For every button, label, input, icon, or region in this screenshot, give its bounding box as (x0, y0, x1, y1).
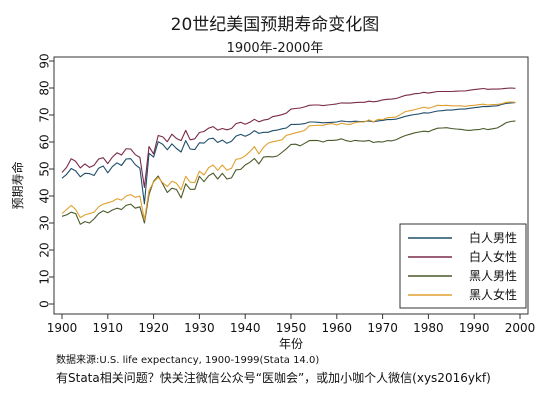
y-tick-label: 80 (38, 80, 52, 95)
x-tick-label: 1900 (47, 321, 78, 335)
legend-label: 白人男性 (469, 230, 517, 245)
footer-text: 有Stata相关问题？快关注微信公众号“医咖会”，或加小咖个人微信(xys201… (56, 371, 491, 385)
x-tick-label: 1930 (184, 321, 215, 335)
x-tick-label: 1980 (413, 321, 444, 335)
chart-subtitle: 1900年-2000年 (226, 41, 324, 56)
y-tick-label: 40 (38, 188, 52, 203)
x-tick-label: 1970 (367, 321, 398, 335)
y-tick-label: 60 (38, 134, 52, 149)
y-tick-label: 0 (38, 300, 52, 308)
y-tick-label: 90 (38, 53, 52, 68)
series-line-1 (61, 102, 516, 205)
x-tick-label: 1950 (276, 321, 307, 335)
legend-label: 黑人女性 (469, 287, 517, 302)
x-tick-label: 1990 (459, 321, 490, 335)
y-tick-label: 20 (38, 242, 52, 257)
x-tick-label: 1940 (230, 321, 261, 335)
series-line-3 (61, 120, 516, 225)
x-tick-label: 1910 (93, 321, 124, 335)
legend-label: 黑人男性 (469, 269, 517, 283)
series-line-4 (61, 101, 516, 221)
data-source-note: 数据来源:U.S. life expectancy, 1900-1999(Sta… (56, 355, 320, 366)
x-axis-label: 年份 (279, 337, 303, 351)
y-axis-label: 预期寿命 (10, 161, 25, 209)
chart-title: 20世纪美国预期寿命变化图 (170, 15, 380, 35)
x-tick-label: 1920 (138, 321, 169, 335)
legend-label: 白人女性 (469, 249, 517, 264)
y-tick-label: 70 (38, 107, 52, 122)
x-tick-label: 1960 (322, 321, 353, 335)
x-tick-label: 2000 (505, 321, 536, 335)
y-tick-label: 30 (38, 215, 52, 230)
y-tick-label: 10 (38, 269, 52, 284)
series-line-2 (61, 87, 516, 188)
y-tick-label: 50 (38, 161, 52, 176)
